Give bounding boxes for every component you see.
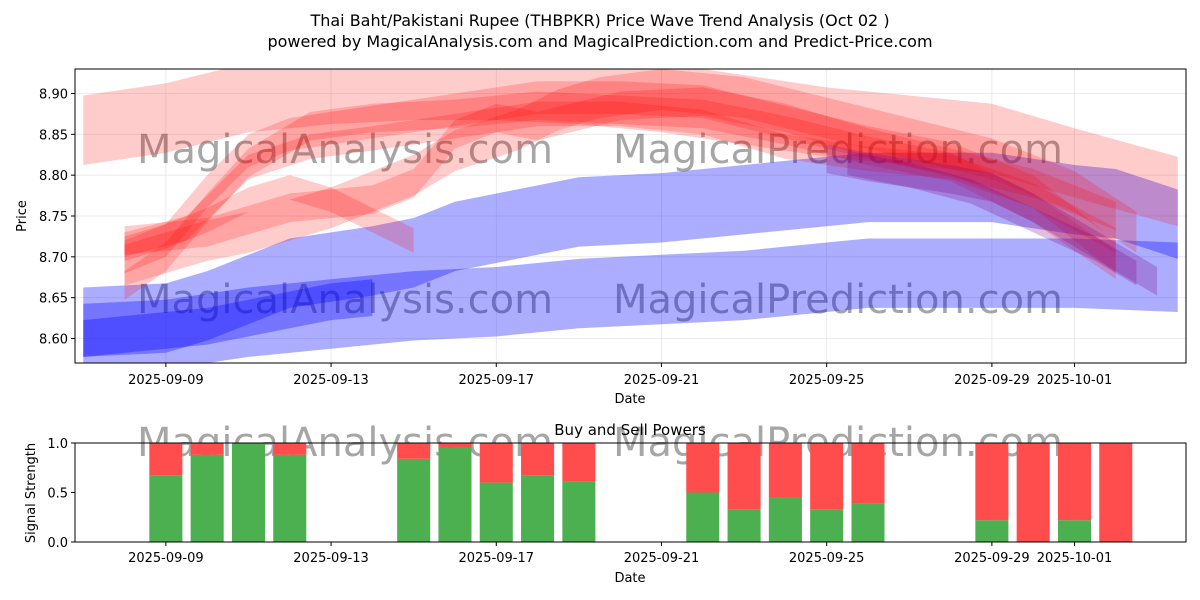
power-x-tick-label: 2025-09-29: [954, 551, 1030, 566]
red-wave-band: [124, 91, 1116, 300]
sell-bar: [851, 443, 885, 504]
sell-bar: [768, 443, 802, 498]
price-watermarks: MagicalAnalysis.com MagicalPrediction.co…: [137, 127, 1063, 323]
price-y-tick-label: 8.60: [39, 333, 68, 348]
power-x-tick-label: 2025-09-17: [458, 551, 534, 566]
buy-bar: [521, 475, 555, 542]
sell-bar: [810, 443, 844, 510]
price-y-tick-label: 8.80: [39, 169, 68, 184]
power-y-axis-label: Signal Strength: [24, 443, 39, 543]
buy-bar: [975, 520, 1009, 542]
power-x-ticks: 2025-09-09 2025-09-13 2025-09-17 2025-09-21…: [128, 542, 1112, 566]
price-x-tick-label: 2025-09-09: [128, 373, 204, 388]
price-x-tick-label: 2025-09-17: [458, 373, 534, 388]
buy-bar: [190, 454, 224, 542]
power-y-ticks: 0.0 0.5 1.0: [47, 437, 75, 551]
price-y-tick-label: 8.70: [39, 251, 68, 266]
watermark-analysis-mid: MagicalAnalysis.com: [137, 277, 553, 323]
chart-title-line2: powered by MagicalAnalysis.com and Magic…: [267, 32, 932, 51]
watermark-analysis-top: MagicalAnalysis.com: [137, 127, 553, 173]
buy-bar: [438, 447, 472, 542]
buy-bar: [851, 503, 885, 542]
blue-wave-band: [83, 279, 373, 357]
price-y-ticks: 8.60 8.65 8.70 8.75 8.80 8.85 8.90: [39, 88, 75, 348]
price-y-tick-label: 8.65: [39, 292, 68, 307]
buy-bar: [1057, 520, 1092, 542]
price-grid: [75, 69, 1186, 363]
buy-bar: [149, 475, 183, 542]
power-x-tick-label: 2025-10-01: [1037, 551, 1113, 566]
buy-bar: [231, 443, 265, 542]
sell-bar: [479, 443, 513, 483]
sell-bar: [1099, 443, 1133, 542]
price-x-axis-label: Date: [614, 392, 645, 407]
power-plot: Buy and Sell Powers MagicalAnalysis.com …: [24, 420, 1187, 586]
power-x-tick-label: 2025-09-09: [128, 551, 204, 566]
price-x-tick-label: 2025-09-25: [789, 373, 865, 388]
power-x-axis-label: Date: [614, 571, 645, 586]
power-y-tick-label: 0.0: [47, 536, 68, 551]
watermark-prediction-mid: MagicalPrediction.com: [613, 277, 1063, 323]
sell-bar: [521, 443, 555, 476]
price-y-tick-label: 8.75: [39, 210, 68, 225]
power-x-tick-label: 2025-09-21: [624, 551, 700, 566]
price-x-ticks: 2025-09-09 2025-09-13 2025-09-17 2025-09-21…: [128, 363, 1112, 388]
power-x-tick-label: 2025-09-25: [789, 551, 865, 566]
price-x-tick-label: 2025-09-21: [624, 373, 700, 388]
power-bars: [149, 443, 1133, 542]
red-wave-band: [83, 69, 1178, 227]
sell-bar: [149, 443, 183, 476]
price-plot: MagicalAnalysis.com MagicalPrediction.co…: [15, 68, 1187, 407]
sell-bar: [273, 443, 307, 455]
buy-bar: [727, 509, 761, 542]
watermark-prediction-top: MagicalPrediction.com: [613, 127, 1063, 173]
blue-wave-band: [83, 238, 1178, 363]
sell-bar: [397, 443, 431, 459]
power-plot-title: Buy and Sell Powers: [554, 421, 706, 439]
price-bands: [83, 69, 1178, 363]
red-wave-band: [124, 81, 1116, 274]
red-wave-band: [124, 69, 1137, 286]
sell-bar: [1016, 443, 1050, 542]
power-x-tick-label: 2025-09-13: [293, 551, 369, 566]
red-wave-band: [124, 87, 1116, 255]
red-wave-band: [124, 175, 414, 261]
purple-wave-band: [826, 144, 1158, 296]
buy-bar: [768, 497, 802, 542]
price-x-tick-label: 2025-10-01: [1037, 373, 1113, 388]
buy-bar: [273, 454, 307, 542]
buy-bar: [686, 492, 720, 542]
blue-wave-band: [83, 152, 1178, 357]
power-y-tick-label: 0.5: [47, 487, 68, 502]
price-x-tick-label: 2025-09-29: [954, 373, 1030, 388]
sell-bar: [1057, 443, 1092, 521]
sell-bar: [190, 443, 224, 455]
price-y-tick-label: 8.85: [39, 128, 68, 143]
sell-bar: [562, 443, 596, 482]
buy-bar: [479, 482, 513, 542]
price-y-axis-label: Price: [15, 200, 30, 232]
buy-bar: [562, 481, 596, 542]
price-y-tick-label: 8.90: [39, 88, 68, 103]
sell-bar: [727, 443, 761, 510]
buy-bar: [397, 458, 431, 542]
purple-wave-band: [847, 150, 1137, 286]
chart-title-line1: Thai Baht/Pakistani Rupee (THBPKR) Price…: [309, 11, 889, 30]
power-y-tick-label: 1.0: [47, 437, 68, 452]
sell-bar: [686, 443, 720, 493]
red-wave-band: [124, 101, 1116, 257]
price-x-tick-label: 2025-09-13: [293, 373, 369, 388]
buy-bar: [810, 509, 844, 542]
sell-bar: [438, 443, 472, 448]
sell-bar: [975, 443, 1009, 521]
